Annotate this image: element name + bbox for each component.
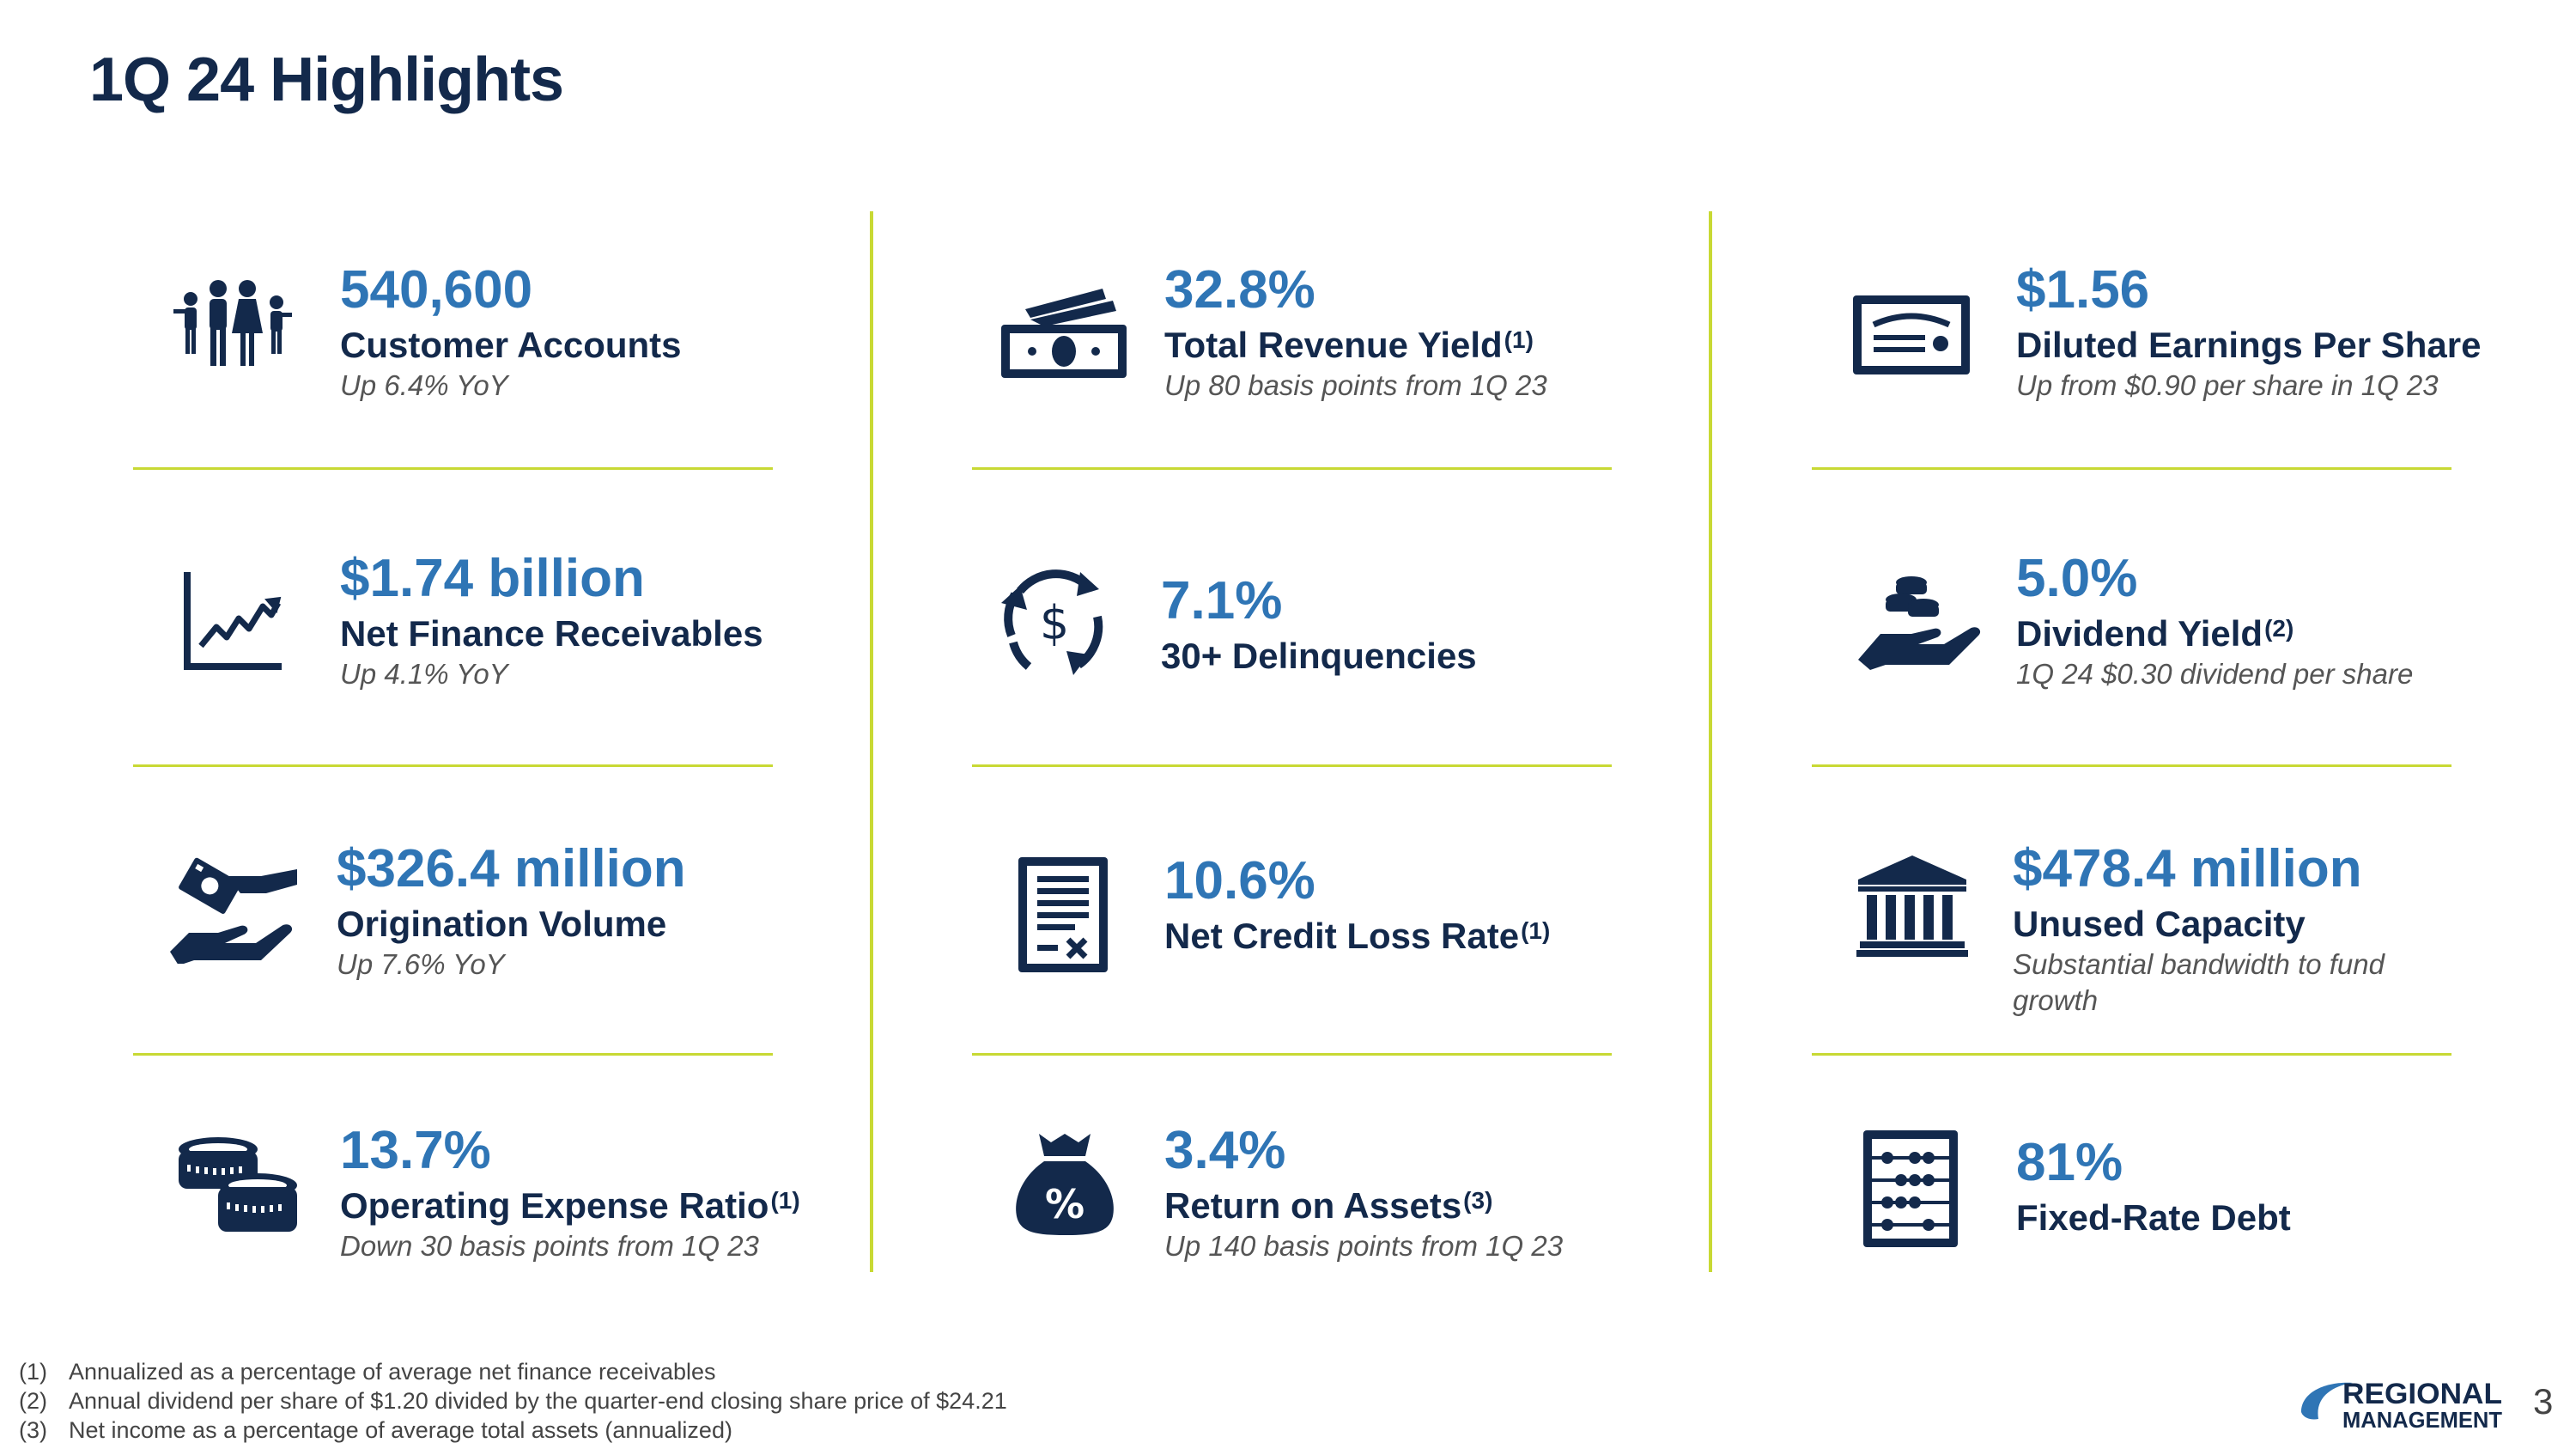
row-divider [972,467,1612,470]
logo-swoosh-icon [2301,1382,2353,1420]
document-icon [1018,857,1108,972]
footnotes: (1) Annualized as a percentage of average… [19,1357,1007,1445]
footnote-number: (2) [19,1388,47,1414]
metric-label: Fixed-Rate Debt [2016,1197,2291,1238]
company-logo: REGIONAL MANAGEMENT [2293,1374,2507,1434]
metric-value: $1.56 [2016,260,2150,320]
money-bag-icon: % [1013,1130,1116,1237]
metric-label: Net Credit Loss Rate(1) [1164,916,1551,956]
metric-subtext: Up 6.4% YoY [340,369,508,401]
bank-icon [1856,855,1968,957]
metric-label: Diluted Earnings Per Share [2016,325,2482,365]
metric-value: 32.8% [1164,260,1315,320]
row-divider [133,1053,773,1056]
svg-text:%: % [1045,1181,1084,1227]
metric-value: 3.4% [1164,1121,1286,1180]
family-icon [168,280,297,369]
metric-value: 10.6% [1164,851,1315,910]
abacus-icon [1863,1130,1958,1247]
row-divider [1812,1053,2451,1056]
row-divider [1812,764,2451,767]
metric-value: 13.7% [340,1121,491,1180]
footnote: (3) Net income as a percentage of average… [19,1416,1007,1445]
footnote-ref: (2) [2264,615,2294,642]
footnote-number: (3) [19,1417,47,1443]
footnote: (2) Annual dividend per share of $1.20 di… [19,1386,1007,1416]
metric-label: Net Finance Receivables [340,613,763,654]
metric-label: Customer Accounts [340,325,682,365]
metric-value: $326.4 million [337,839,686,898]
metric-label: Total Revenue Yield(1) [1164,325,1534,365]
page-number: 3 [2533,1381,2554,1422]
metric-subtext: Up 7.6% YoY [337,948,505,980]
footnote-number: (1) [19,1359,47,1385]
footnote-ref: (1) [770,1187,800,1214]
footnote-ref: (1) [1504,326,1534,353]
row-divider [1812,467,2451,470]
svg-text:$: $ [1040,596,1069,650]
row-divider [972,764,1612,767]
metric-label: Return on Assets(3) [1164,1185,1493,1226]
logo-line1: REGIONAL [2342,1378,2502,1410]
metric-subtext: Up 140 basis points from 1Q 23 [1164,1230,1564,1262]
column-divider [1709,211,1712,1272]
footnote-text: Annualized as a percentage of average ne… [69,1359,716,1385]
dollar-cycle-icon: $ [994,565,1115,682]
metric-label: Operating Expense Ratio(1) [340,1185,800,1226]
banknotes-icon [999,283,1128,380]
metric-subtext: Up 80 basis points from 1Q 23 [1164,369,1547,401]
logo-line2: MANAGEMENT [2342,1407,2502,1433]
row-divider [133,764,773,767]
metric-label: Unused Capacity [2013,904,2306,944]
column-divider [870,211,873,1272]
footnote-ref: (3) [1463,1187,1493,1214]
footnote-text: Net income as a percentage of average to… [69,1417,732,1443]
coins-hand-icon [1855,574,1984,672]
certificate-icon [1853,295,1970,374]
metric-label: Origination Volume [337,904,667,944]
metric-label: 30+ Delinquencies [1161,636,1477,676]
metric-subtext: Substantial bandwidth to fund [2013,948,2385,980]
metric-value: $1.74 billion [340,549,645,608]
metric-value: 7.1% [1161,571,1283,630]
row-divider [972,1053,1612,1056]
metric-subtext-line2: growth [2013,984,2099,1016]
row-divider [133,467,773,470]
growth-chart-icon [182,570,285,672]
footnote-text: Annual dividend per share of $1.20 divid… [69,1388,1007,1414]
footnote-ref: (1) [1521,917,1551,944]
footnote: (1) Annualized as a percentage of average… [19,1357,1007,1386]
cash-hand-icon [167,850,301,964]
coins-stack-icon [175,1135,301,1237]
metric-value: $478.4 million [2013,839,2362,898]
metric-subtext: Up 4.1% YoY [340,658,508,690]
metric-subtext: Down 30 basis points from 1Q 23 [340,1230,759,1262]
metric-value: 5.0% [2016,549,2138,608]
metric-label: Dividend Yield(2) [2016,613,2294,654]
metric-value: 81% [2016,1133,2123,1192]
page-title: 1Q 24 Highlights [89,46,564,114]
metric-value: 540,600 [340,260,533,320]
metric-subtext: Up from $0.90 per share in 1Q 23 [2016,369,2439,401]
metric-subtext: 1Q 24 $0.30 dividend per share [2016,658,2414,690]
